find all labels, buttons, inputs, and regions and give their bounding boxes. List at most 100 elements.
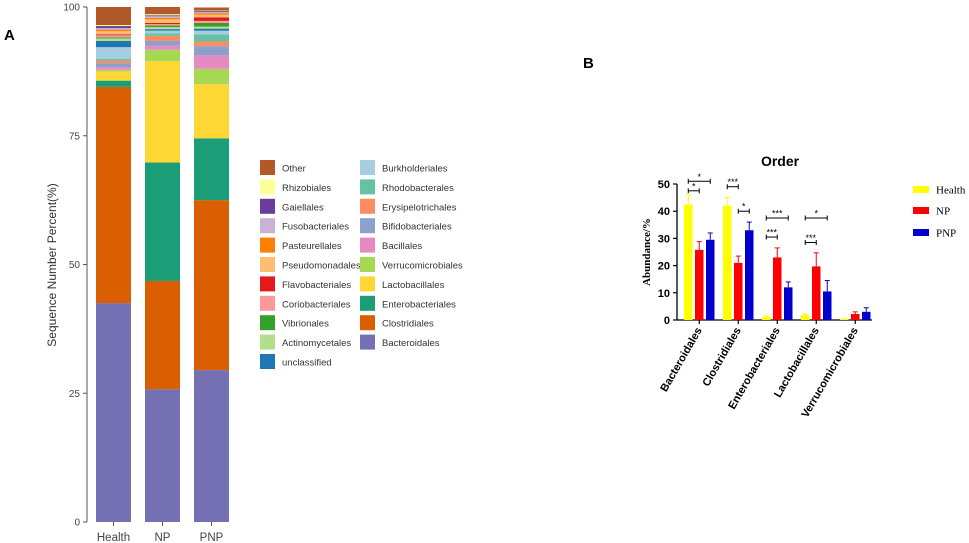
legend-label-enterobacteriales: Enterobacteriales: [382, 299, 456, 310]
bar-health-actinomycetales: [96, 38, 131, 41]
bar-pnp-gaiellales: [194, 11, 229, 13]
legend-swatch-enterobacteriales: [360, 295, 375, 311]
bar-np-burkholderiales: [145, 30, 180, 34]
legend-label-np: NP: [936, 206, 950, 218]
bar-np-unclassified: [145, 29, 180, 31]
sig-label-3: *: [742, 202, 746, 212]
panel-a-x-tick-label-health: Health: [97, 532, 130, 543]
legend-label-rhizobiales: Rhizobiales: [282, 183, 331, 194]
legend-swatch-health: [913, 186, 929, 193]
panel-b-x-tick-label-bacteroidales: Bacteroidales: [658, 326, 704, 394]
legend-label-unclassified: unclassified: [282, 358, 332, 369]
bar-clostridiales-health: [723, 205, 732, 320]
bar-np-pasteurellales: [145, 17, 180, 20]
sig-label-4: ***: [772, 209, 783, 219]
bar-pnp-unclassified: [194, 28, 229, 31]
bar-pnp-flavobacteriales: [194, 17, 229, 21]
bar-clostridiales-pnp: [745, 230, 754, 320]
bar-verrucomicrobiales-pnp: [862, 311, 871, 320]
panel-b-y-tick-label-0: 0: [664, 315, 670, 327]
bar-np-bifidobacteriales: [145, 40, 180, 46]
bar-pnp-other: [194, 7, 229, 11]
bar-np-actinomycetales: [145, 27, 180, 30]
sig-label-7: ***: [805, 233, 816, 243]
bar-np-pseudomonadales: [145, 19, 180, 23]
bar-np-enterobacteriales: [145, 162, 180, 281]
panel-a-y-tick-label-100: 100: [63, 3, 80, 14]
bar-health-verrucomicrobiales: [96, 69, 131, 72]
panel-b-y-tick-label-10: 10: [658, 288, 670, 300]
panel-a-x-tick-label-np: NP: [155, 532, 171, 543]
bar-health-bacteroidales: [96, 303, 131, 522]
legend-label-bifidobacteriales: Bifidobacteriales: [382, 222, 452, 233]
bar-health-pasteurellales: [96, 29, 131, 32]
panel-a-label: A: [4, 27, 15, 44]
bar-np-gaiellales: [145, 15, 180, 17]
bar-bacteroidales-pnp: [706, 239, 715, 320]
bar-verrucomicrobiales-np: [851, 314, 860, 320]
bar-pnp-pasteurellales: [194, 13, 229, 15]
bar-pnp-erysipelotrichales: [194, 41, 229, 47]
panel-a-x-tick-label-pnp: PNP: [200, 532, 224, 543]
legend-label-other: Other: [282, 164, 306, 175]
legend-swatch-bacteroidales: [360, 334, 375, 350]
legend-label-fusobacteriales: Fusobacteriales: [282, 222, 349, 233]
legend-swatch-bifidobacteriales: [360, 218, 375, 234]
legend-swatch-rhizobiales: [260, 179, 275, 195]
panel-a-y-tick-label-75: 75: [69, 131, 81, 142]
legend-label-rhodobacterales: Rhodobacterales: [382, 183, 454, 194]
bar-enterobacteriales-pnp: [784, 287, 793, 320]
bar-pnp-bifidobacteriales: [194, 46, 229, 56]
bar-pnp-bacillales: [194, 55, 229, 69]
sig-label-2: ***: [727, 177, 738, 187]
legend-label-coriobacteriales: Coriobacteriales: [282, 299, 351, 310]
legend-swatch-rhodobacterales: [360, 179, 375, 195]
panel-a-x-ticks: Health NP PNP: [97, 522, 224, 543]
legend-swatch-burkholderiales: [360, 160, 375, 175]
bar-pnp-fusobacteriales: [194, 12, 229, 14]
bar-bacteroidales-np: [695, 249, 704, 320]
panel-a-legend: Other Rhizobiales Gaiellales Fusobacteriale…: [260, 160, 463, 369]
bar-verrucomicrobiales-health: [840, 319, 849, 320]
sig-label-5: ***: [766, 228, 777, 238]
bar-health-erysipelotrichales: [96, 60, 131, 64]
bar-pnp-coriobacteriales: [194, 20, 229, 23]
bar-np-rhizobiales: [145, 14, 180, 16]
bar-pnp-clostridiales: [194, 200, 229, 371]
legend-swatch-unclassified: [260, 354, 275, 369]
panel-b-x-ticks: BacteroidalesClostridialesEnterobacteria…: [658, 320, 861, 420]
panel-a: A Sequence Number Percent(%) 0255075100 …: [4, 3, 463, 543]
bar-np-bacillales: [145, 45, 180, 50]
panel-b-y-tick-label-20: 20: [658, 261, 670, 273]
panel-a-y-tick-label-25: 25: [69, 389, 81, 400]
legend-label-health: Health: [936, 185, 966, 197]
legend-swatch-lactobacillales: [360, 276, 375, 292]
bar-health-unclassified: [96, 40, 131, 48]
legend-label-pnp: PNP: [936, 228, 956, 240]
legend-label-verrucomicrobiales: Verrucomicrobiales: [382, 261, 463, 272]
bar-health-lactobacillales: [96, 71, 131, 81]
bar-health-vibrionales: [96, 37, 131, 39]
legend-swatch-verrucomicrobiales: [360, 257, 375, 272]
bar-pnp-verrucomicrobiales: [194, 68, 229, 85]
bar-health-enterobacteriales: [96, 80, 131, 87]
bar-health-fusobacteriales: [96, 28, 131, 30]
legend-label-bacteroidales: Bacteroidales: [382, 338, 440, 349]
sig-label-1: *: [692, 181, 696, 191]
legend-label-actinomycetales: Actinomycetales: [282, 338, 351, 349]
panel-b-label: B: [583, 55, 594, 72]
bar-lactobacillales-pnp: [823, 291, 832, 320]
bar-lactobacillales-health: [801, 315, 810, 320]
bar-enterobacteriales-np: [773, 257, 782, 320]
bar-np-lactobacillales: [145, 61, 180, 163]
legend-swatch-np: [913, 207, 929, 214]
bar-np-other: [145, 7, 180, 15]
bar-np-fusobacteriales: [145, 16, 180, 18]
legend-swatch-erysipelotrichales: [360, 198, 375, 214]
bar-pnp-rhizobiales: [194, 10, 229, 12]
bar-np-rhodobacterales: [145, 33, 180, 36]
bar-health-other: [96, 7, 131, 26]
panel-b-error-bars: [685, 194, 869, 320]
bar-lactobacillales-np: [812, 266, 821, 320]
bar-health-flavobacteriales: [96, 34, 131, 36]
